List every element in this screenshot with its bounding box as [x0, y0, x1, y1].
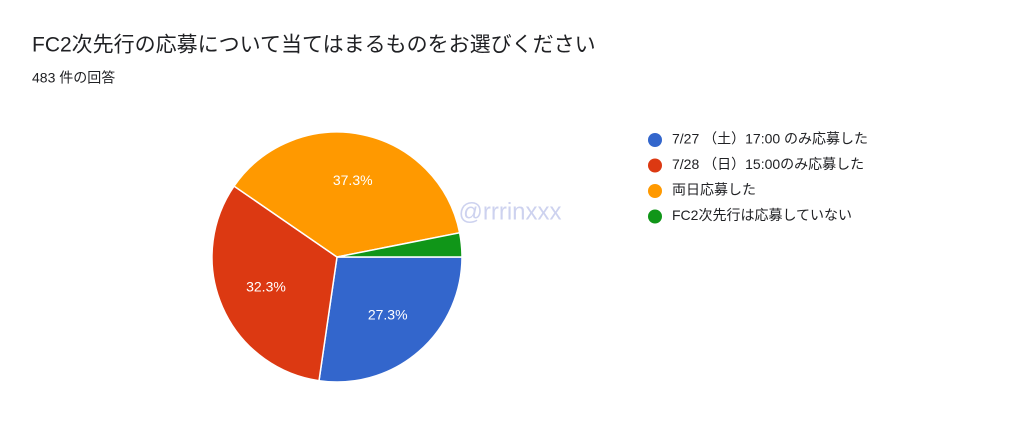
pie-slice	[211, 185, 338, 382]
pie: 27.3% 32.3% 37.3%	[211, 131, 463, 383]
legend-label: 7/28 （日）15:00のみ応募した	[672, 156, 864, 172]
chart-title: FC2次先行の応募について当てはまるものをお選びください	[32, 34, 596, 57]
slice-label: 27.3%	[368, 306, 408, 322]
pie-slice	[233, 131, 461, 258]
legend-label: FC2次先行は応募していない	[672, 207, 852, 223]
legend-label: 両日応募した	[672, 182, 756, 198]
legend-swatch	[648, 184, 662, 198]
legend-swatch	[648, 133, 662, 147]
legend-swatch	[648, 209, 662, 224]
slice-label: 37.3%	[333, 172, 373, 188]
legend-swatch	[648, 158, 662, 173]
legend: 7/27 （土）17:00 のみ応募した 7/28 （日）15:00のみ応募した両…	[648, 131, 868, 224]
slice-label: 32.3%	[246, 279, 286, 295]
pie-slice	[336, 231, 463, 258]
legend-label: 7/27 （土）17:00 のみ応募した	[672, 131, 868, 147]
watermark: @rrrinxxx	[458, 198, 561, 225]
pie-slice	[318, 256, 463, 383]
chart-subtitle: 483 件の回答	[32, 70, 115, 86]
